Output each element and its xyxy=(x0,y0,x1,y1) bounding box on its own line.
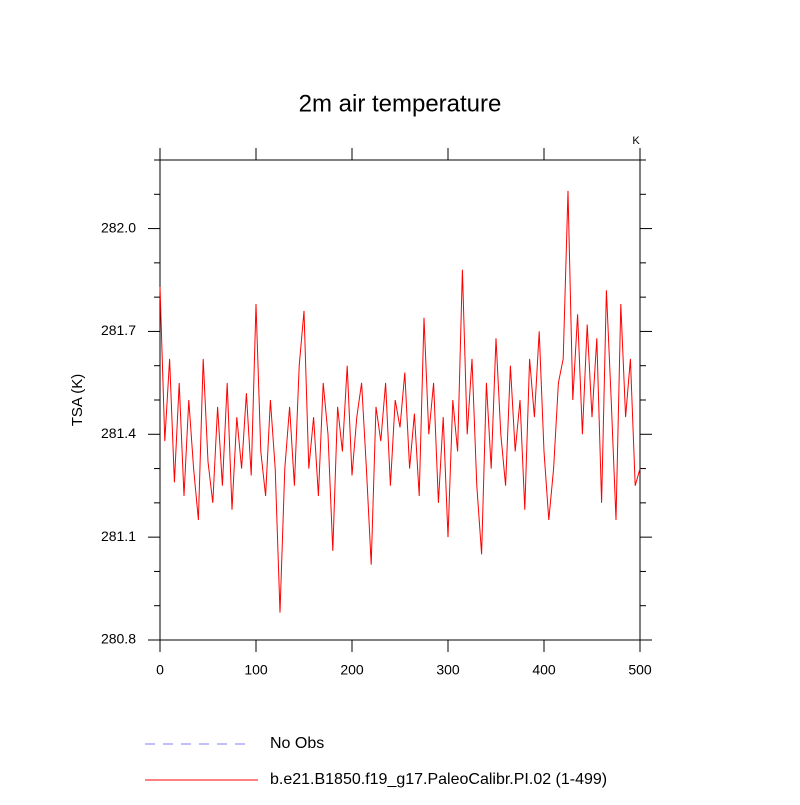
x-tick-label: 400 xyxy=(532,662,556,678)
y-tick-label: 281.1 xyxy=(101,528,136,544)
y-tick-label: 281.7 xyxy=(101,322,136,338)
legend-label: No Obs xyxy=(270,735,324,752)
plot-frame xyxy=(159,159,641,641)
data-line xyxy=(159,190,641,613)
y-axis-label: TSA (K) xyxy=(69,374,86,427)
x-tick-label: 100 xyxy=(244,662,268,678)
y-tick-label: 280.8 xyxy=(101,631,136,647)
x-tick-label: 500 xyxy=(628,662,652,678)
y-tick-label: 281.4 xyxy=(101,425,136,441)
x-tick-label: 0 xyxy=(156,662,164,678)
chart-title: 2m air temperature xyxy=(299,90,502,117)
legend-label: b.e21.B1850.f19_g17.PaleoCalibr.PI.02 (1… xyxy=(270,771,607,788)
y-tick-label: 282.0 xyxy=(101,219,136,235)
x-tick-label: 300 xyxy=(436,662,460,678)
units-label: K xyxy=(632,135,640,147)
x-tick-label: 200 xyxy=(340,662,364,678)
